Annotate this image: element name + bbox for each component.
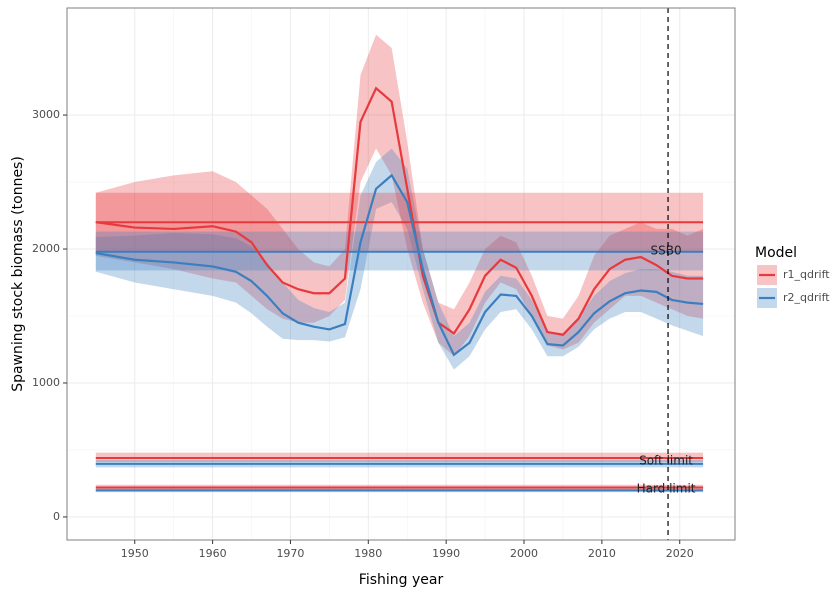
uncertainty-ribbon [95, 148, 704, 370]
x-tick-label: 1970 [276, 547, 304, 560]
x-tick-label: 1960 [199, 547, 227, 560]
x-tick-label: 2000 [510, 547, 538, 560]
x-tick-label: 1980 [354, 547, 382, 560]
y-tick-label: 3000 [32, 108, 60, 121]
reference-label: Soft limit [639, 453, 693, 467]
grid [67, 8, 735, 540]
series-line [95, 173, 704, 357]
x-axis-title: Fishing year [359, 572, 444, 588]
plot-border [66, 7, 736, 541]
y-tick-label: 0 [53, 510, 60, 523]
legend-label: r2_qdrift [783, 291, 830, 304]
reference-label: SSB0 [650, 243, 681, 257]
plot-layer: SSB0 Soft limit Hard limit [95, 8, 704, 540]
plot-background [67, 8, 735, 540]
x-tick-label: 2010 [588, 547, 616, 560]
x-tick-label: 1950 [121, 547, 149, 560]
y-tick-label: 1000 [32, 376, 60, 389]
y-tick-label: 2000 [32, 242, 60, 255]
uncertainty-ribbon [95, 34, 704, 357]
x-tick-label: 2020 [666, 547, 694, 560]
legend-label: r1_qdrift [783, 268, 830, 281]
reference-label: Hard limit [637, 481, 696, 495]
x-tick-label: 1990 [432, 547, 460, 560]
y-axis-title: Spawning stock biomass (tonnes) [10, 156, 26, 392]
legend-title: Model [755, 245, 797, 261]
